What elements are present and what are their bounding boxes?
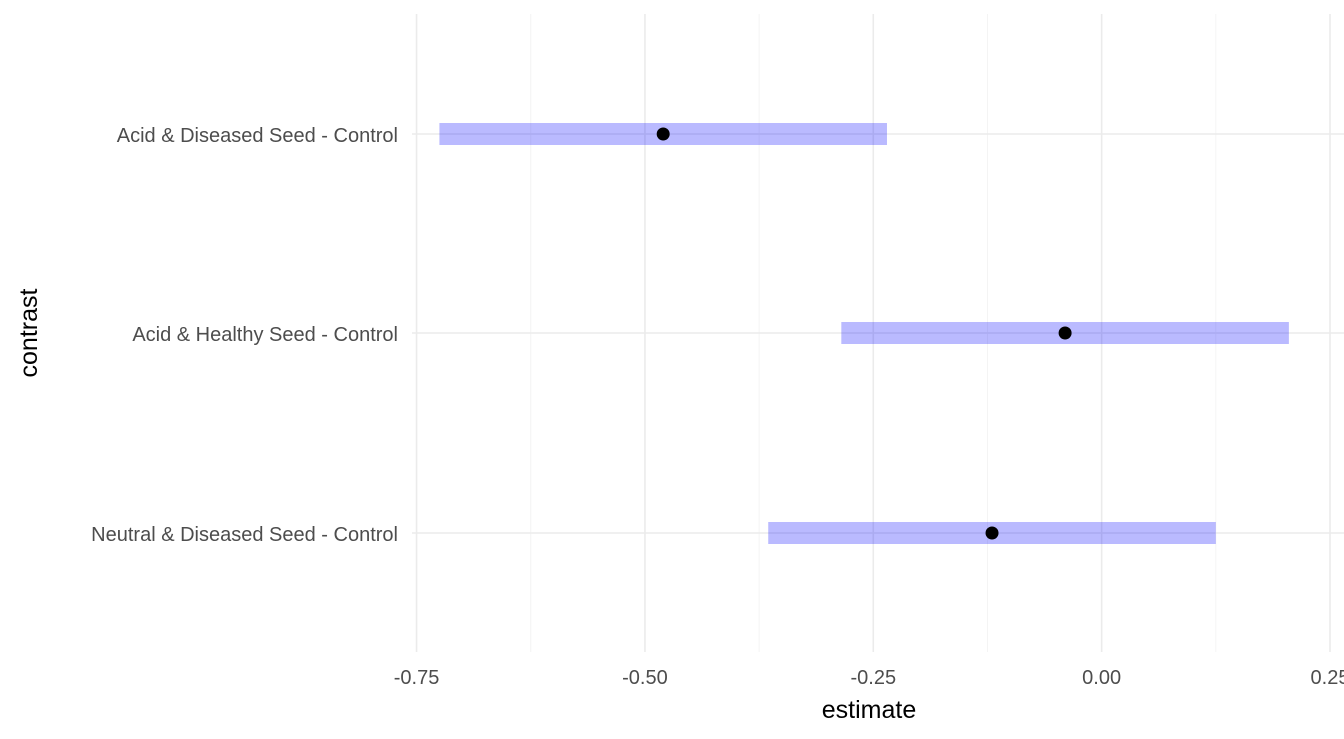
y-tick-label: Acid & Diseased Seed - Control	[117, 125, 398, 147]
estimate-point	[1058, 326, 1072, 340]
y-axis-title: contrast	[15, 288, 43, 377]
estimate-point	[656, 127, 670, 141]
estimate-point	[985, 526, 999, 540]
x-tick-labels: -0.75 -0.50 -0.25 0.00 0.25	[394, 667, 1344, 689]
estimate-points	[656, 127, 1072, 540]
major-gridlines	[412, 14, 1344, 652]
x-tick-label: 0.00	[1082, 667, 1121, 689]
x-axis-title: estimate	[822, 696, 916, 724]
y-tick-label: Acid & Healthy Seed - Control	[132, 324, 398, 346]
y-tick-labels: Acid & Diseased Seed - Control Acid & Hea…	[91, 125, 398, 546]
x-tick-label: -0.50	[622, 667, 668, 689]
x-tick-label: 0.25	[1311, 667, 1344, 689]
x-tick-label: -0.25	[850, 667, 896, 689]
y-tick-label: Neutral & Diseased Seed - Control	[91, 524, 398, 546]
x-tick-label: -0.75	[394, 667, 440, 689]
